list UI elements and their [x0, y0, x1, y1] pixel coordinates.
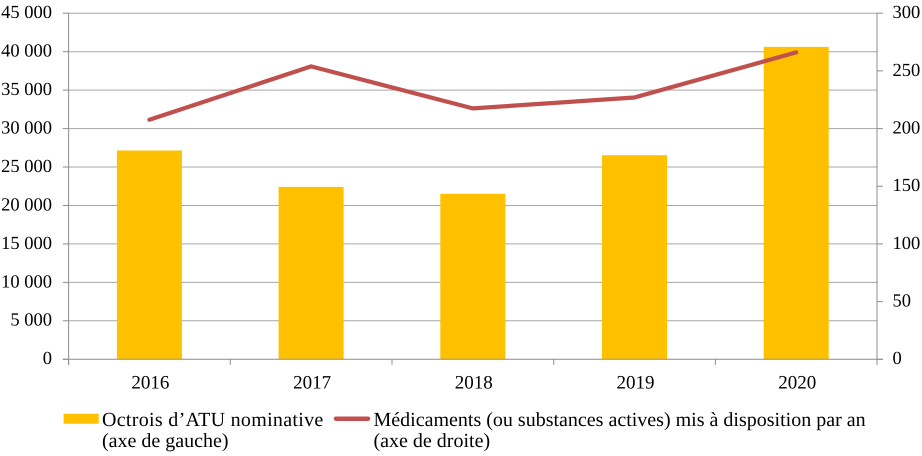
svg-text:30 000: 30 000 — [1, 119, 52, 139]
svg-text:45 000: 45 000 — [1, 3, 52, 23]
svg-text:0: 0 — [893, 349, 902, 369]
svg-text:250: 250 — [893, 61, 921, 81]
svg-text:2017: 2017 — [293, 372, 331, 393]
svg-text:20 000: 20 000 — [1, 195, 52, 215]
svg-text:Octrois d’ATU nominative: Octrois d’ATU nominative — [102, 409, 324, 431]
svg-text:50: 50 — [893, 292, 912, 312]
svg-text:Médicaments (ou substances act: Médicaments (ou substances actives) mis … — [374, 409, 866, 431]
svg-text:150: 150 — [893, 176, 921, 196]
svg-text:2018: 2018 — [455, 372, 493, 393]
svg-text:40 000: 40 000 — [1, 42, 52, 62]
svg-text:35 000: 35 000 — [1, 80, 52, 100]
svg-text:15 000: 15 000 — [1, 234, 52, 254]
svg-text:(axe de gauche): (axe de gauche) — [102, 430, 229, 452]
svg-text:200: 200 — [893, 119, 921, 139]
svg-text:100: 100 — [893, 234, 921, 254]
svg-text:300: 300 — [893, 3, 921, 23]
svg-text:2020: 2020 — [778, 372, 816, 393]
svg-text:0: 0 — [43, 349, 52, 369]
svg-text:2019: 2019 — [617, 372, 655, 393]
svg-text:25 000: 25 000 — [1, 157, 52, 177]
svg-text:(axe de droite): (axe de droite) — [374, 430, 491, 452]
svg-text:10 000: 10 000 — [1, 272, 52, 292]
svg-text:2016: 2016 — [131, 372, 169, 393]
svg-text:5 000: 5 000 — [10, 311, 52, 331]
